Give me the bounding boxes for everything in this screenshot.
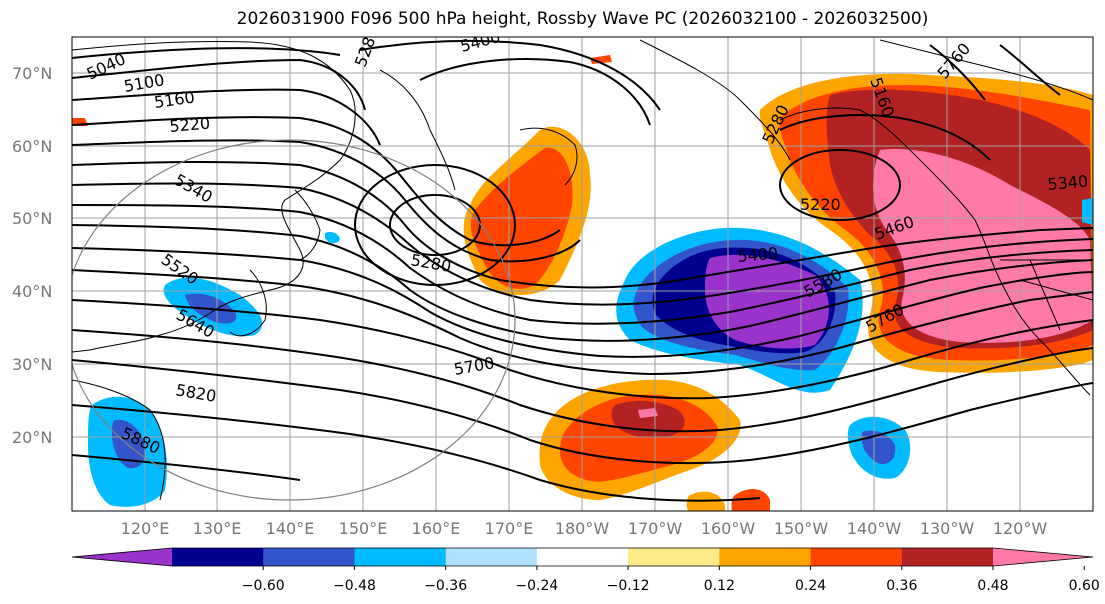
colorbar-bin [172, 548, 264, 566]
colorbar: −0.60 −0.48 −0.36 −0.24 −0.12 0.12 0.24 0.36 0.4… [71, 547, 1100, 594]
map-title: 2026031900 F096 500 hPa height, Rossby W… [236, 9, 929, 29]
graticule [72, 37, 1093, 511]
colorbar-bin [901, 548, 994, 566]
lon-label: 140°E [266, 519, 315, 538]
lat-label: 60°N [12, 137, 52, 156]
colorbar-bin [263, 548, 355, 566]
colorbar-tick-label: −0.36 [424, 578, 467, 594]
contour-label: 5340 [1047, 172, 1089, 194]
lon-label: 150°E [339, 519, 388, 538]
lat-label: 40°N [12, 282, 52, 301]
colorbar-tick-label: 0.12 [704, 578, 735, 594]
colorbar-tick-label: 0.48 [977, 578, 1008, 594]
lon-label: 120°E [121, 519, 170, 538]
height-contours [72, 39, 1093, 502]
lon-label: 130°E [193, 519, 242, 538]
contour-label: 5160 [153, 87, 196, 111]
colorbar-tick-label: 0.36 [886, 578, 917, 594]
contour-label: 5760 [934, 39, 975, 82]
colorbar-tick-label: −0.48 [333, 578, 376, 594]
contour-label: 5220 [169, 114, 211, 136]
colorbar-bin [810, 548, 903, 566]
contour-label: 5220 [800, 195, 841, 214]
colorbar-outline [71, 547, 1094, 567]
lon-label: 180°W [555, 519, 610, 538]
lat-label: 50°N [12, 209, 52, 228]
colorbar-extension-high [993, 548, 1093, 566]
colorbar-extension-low [72, 548, 172, 566]
lon-label: 160°E [412, 519, 461, 538]
contour-label: 5700 [452, 353, 495, 379]
colorbar-tick-label: 0.24 [795, 578, 826, 594]
lat-label: 30°N [12, 355, 52, 374]
colorbar-tick-label: 0.60 [1069, 578, 1100, 594]
lon-label: 170°E [485, 519, 534, 538]
contour-label: 5400 [458, 27, 502, 56]
lon-label: 150°W [774, 519, 829, 538]
colorbar-tick-label: −0.24 [515, 578, 558, 594]
contour-label: 5820 [174, 380, 217, 406]
lon-label: 170°W [628, 519, 683, 538]
colorbar-bin [354, 548, 447, 566]
colorbar-tick-label: −0.12 [607, 578, 650, 594]
contour-label: 5340 [171, 170, 216, 207]
lon-label: 130°W [920, 519, 975, 538]
colorbar-bin [445, 548, 538, 566]
contour-label: 5400 [737, 244, 779, 266]
lat-label: 20°N [12, 428, 52, 447]
latitude-labels: 70°N 60°N 50°N 40°N 30°N 20°N [12, 64, 52, 447]
lat-label: 70°N [12, 64, 52, 83]
lon-label: 160°W [701, 519, 756, 538]
longitude-labels: 120°E 130°E 140°E 150°E 160°E 170°E 180°… [121, 519, 1048, 538]
colorbar-bin [719, 548, 812, 566]
colorbar-bin [628, 548, 720, 566]
lon-label: 120°W [993, 519, 1048, 538]
colorbar-tick-label: −0.60 [242, 578, 285, 594]
map-frame [71, 36, 1094, 512]
range-ring [72, 139, 516, 501]
lon-label: 140°W [847, 519, 902, 538]
colorbar-bin [536, 548, 629, 566]
